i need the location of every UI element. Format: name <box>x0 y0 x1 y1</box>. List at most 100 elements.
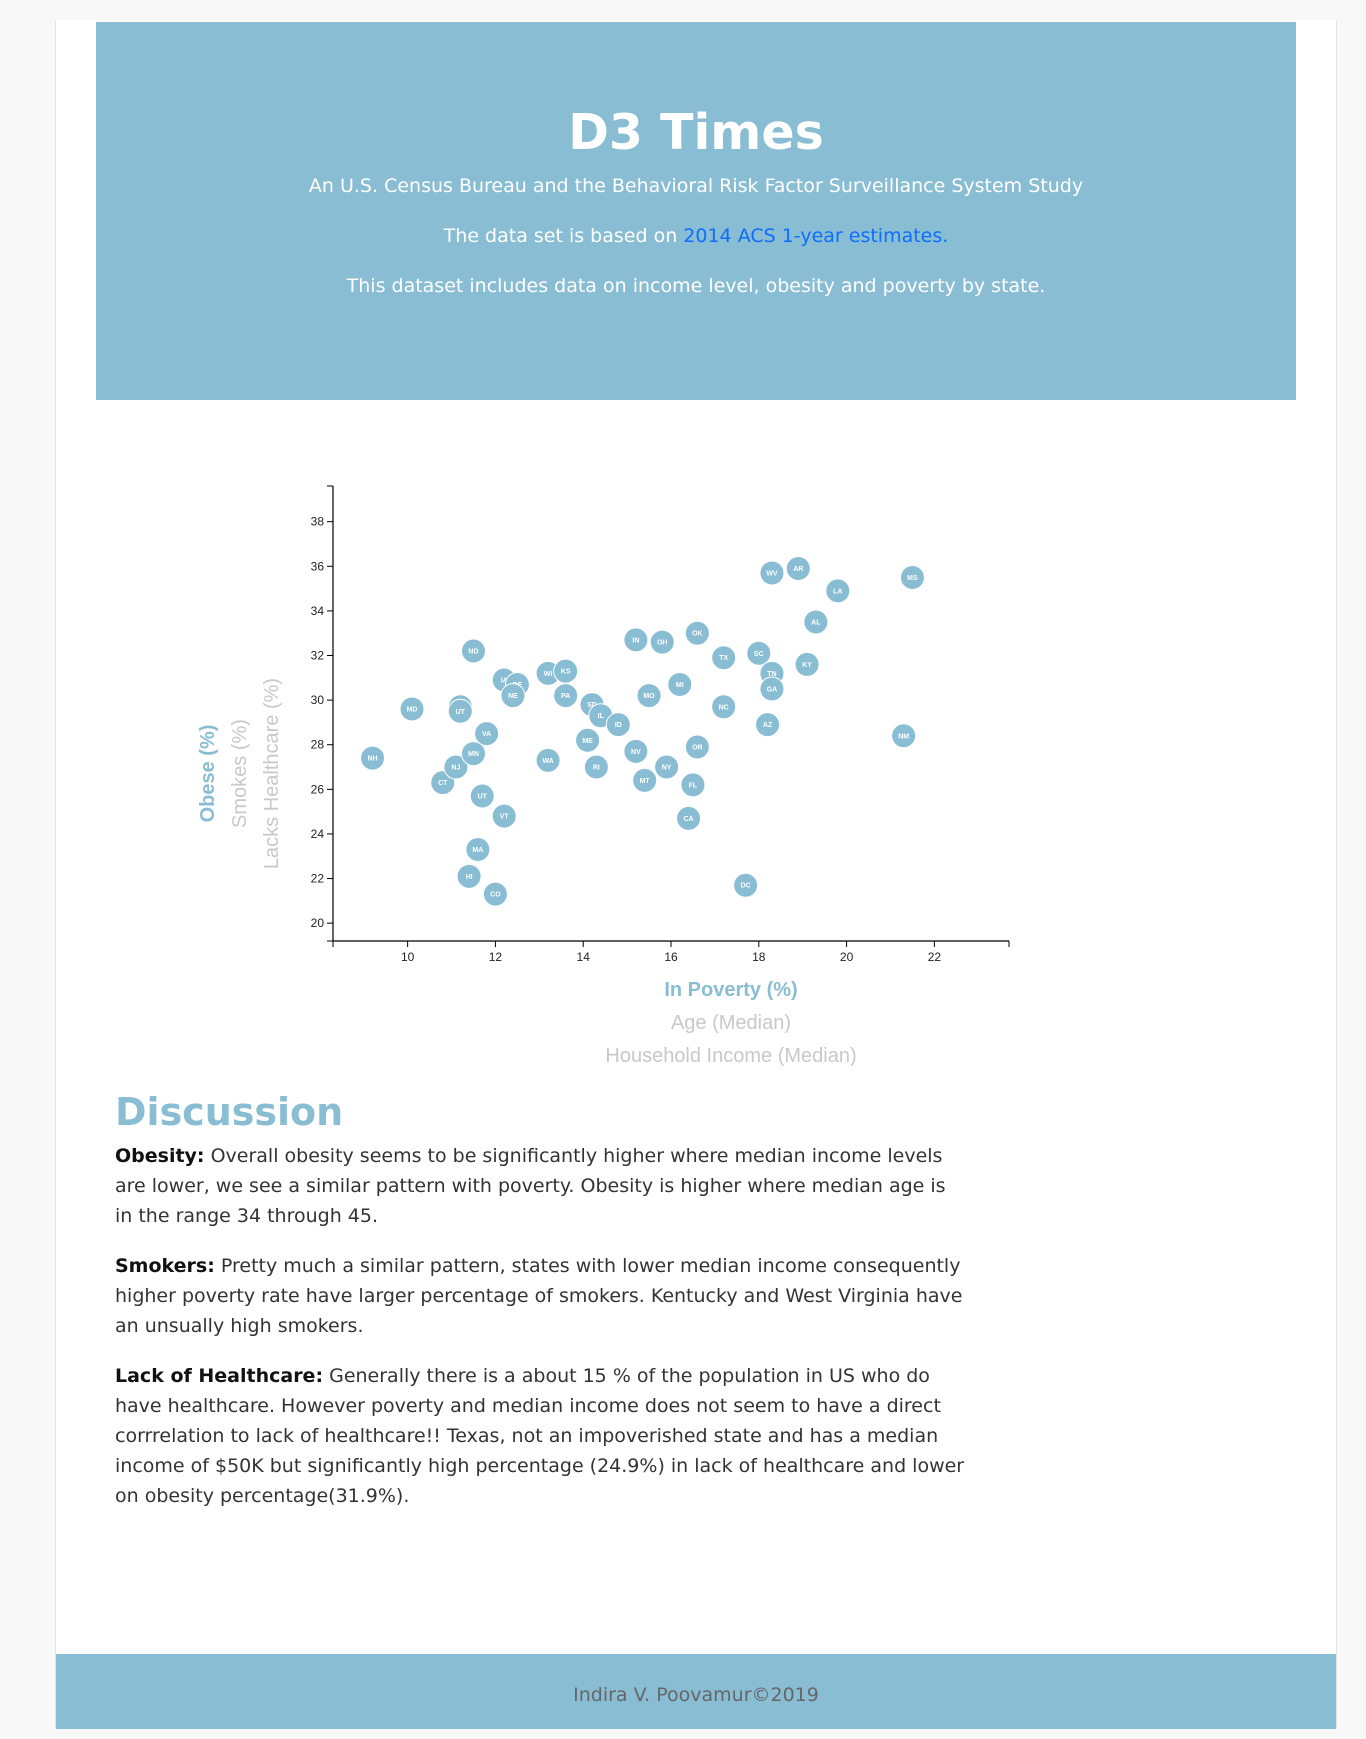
state-label: MO <box>643 693 655 700</box>
state-point <box>623 627 649 653</box>
x-tick-label: 20 <box>840 950 854 964</box>
y-axis-option[interactable]: Obese (%) <box>197 725 219 823</box>
state-point <box>491 803 517 829</box>
state-point <box>474 721 500 747</box>
y-tick-label: 22 <box>311 872 325 886</box>
state-label: IA <box>501 678 508 685</box>
discussion-healthcare: Lack of Healthcare: Generally there is a… <box>115 1361 965 1511</box>
state-point <box>899 564 925 590</box>
state-label: GA <box>767 686 778 693</box>
state-point <box>825 578 851 604</box>
y-axis-option[interactable]: Lacks Healthcare (%) <box>261 678 283 869</box>
y-tick-label: 32 <box>311 649 325 663</box>
state-point <box>711 645 737 671</box>
x-tick-label: 18 <box>752 950 766 964</box>
state-label: NE <box>508 693 518 700</box>
state-point <box>746 640 772 666</box>
state-point <box>553 658 579 684</box>
state-point <box>469 783 495 809</box>
state-label: SD <box>587 702 597 709</box>
state-label: ME <box>582 738 593 745</box>
y-tick-label: 26 <box>311 782 325 796</box>
page-subtitle: An U.S. Census Bureau and the Behavioral… <box>308 175 1084 197</box>
state-label: ND <box>468 649 478 656</box>
state-label: TX <box>719 655 728 662</box>
discussion-smokers-text: Pretty much a similar pattern, states wi… <box>115 1255 963 1338</box>
state-point <box>460 741 486 767</box>
y-tick-label: 38 <box>311 515 325 529</box>
dataset-prefix: The data set is based on <box>443 225 678 247</box>
state-label: SC <box>754 651 764 658</box>
state-point <box>667 672 693 698</box>
state-point <box>733 872 759 898</box>
state-point <box>794 651 820 677</box>
state-point <box>636 683 662 709</box>
y-tick-label: 34 <box>311 604 325 618</box>
x-axis-option[interactable]: In Poverty (%) <box>664 979 797 1001</box>
y-tick-label: 36 <box>311 559 325 573</box>
y-tick-label: 20 <box>311 916 325 930</box>
state-label: MN <box>468 751 479 758</box>
state-point <box>553 683 579 709</box>
state-point <box>360 745 386 771</box>
state-label: HI <box>466 874 473 881</box>
state-point <box>759 560 785 586</box>
dataset-source: The data set is based on 2014 ACS 1-year… <box>96 225 1296 247</box>
state-label: CO <box>490 892 501 899</box>
state-label: NH <box>367 756 377 763</box>
state-point <box>711 694 737 720</box>
discussion-obesity: Obesity: Overall obesity seems to be sig… <box>115 1141 965 1231</box>
x-tick-label: 14 <box>577 950 591 964</box>
state-label: MT <box>640 778 651 785</box>
state-label: FL <box>689 782 698 789</box>
discussion-smokers-label: Smokers: <box>115 1255 215 1278</box>
page-title: D3 Times <box>568 104 824 161</box>
state-label: WV <box>766 570 778 577</box>
state-label: OH <box>657 640 668 647</box>
discussion-healthcare-text: Generally there is a about 15 % of the p… <box>115 1365 965 1508</box>
x-tick-label: 10 <box>401 950 415 964</box>
state-point <box>649 629 675 655</box>
state-point <box>399 696 425 722</box>
state-point <box>583 754 609 780</box>
state-point <box>465 837 491 863</box>
state-point <box>447 698 473 724</box>
state-label: MI <box>676 682 684 689</box>
state-point <box>755 712 781 738</box>
state-point <box>785 556 811 582</box>
state-label: ID <box>615 722 622 729</box>
state-point <box>443 754 469 780</box>
state-point <box>575 727 601 753</box>
discussion-section: Discussion Obesity: Overall obesity seem… <box>115 1088 965 1531</box>
state-point <box>684 620 710 646</box>
state-label: LA <box>833 588 842 595</box>
y-axis-option[interactable]: Smokes (%) <box>229 719 251 828</box>
x-tick-label: 16 <box>664 950 678 964</box>
state-label: OK <box>692 631 703 638</box>
state-point <box>456 863 482 889</box>
x-axis-option[interactable]: Age (Median) <box>671 1012 791 1034</box>
state-label: OR <box>692 744 703 751</box>
y-tick-label: 24 <box>311 827 325 841</box>
state-label: CA <box>683 816 693 823</box>
state-point <box>482 881 508 907</box>
state-label: PA <box>561 693 570 700</box>
dataset-link[interactable]: 2014 ACS 1-year estimates. <box>683 225 949 247</box>
x-axis-option[interactable]: Household Income (Median) <box>605 1045 856 1067</box>
state-point <box>684 734 710 760</box>
header-banner: D3 Times An U.S. Census Bureau and the B… <box>96 22 1296 400</box>
state-point <box>605 712 631 738</box>
discussion-obesity-label: Obesity: <box>115 1145 205 1168</box>
state-point <box>680 772 706 798</box>
state-label: RI <box>593 765 600 772</box>
state-point <box>803 609 829 635</box>
state-label: UT <box>456 709 466 716</box>
state-point <box>759 676 785 702</box>
state-point <box>623 738 649 764</box>
state-point <box>891 723 917 749</box>
state-label: KY <box>802 662 812 669</box>
discussion-obesity-text: Overall obesity seems to be significantl… <box>115 1145 946 1228</box>
state-label: TN <box>767 671 776 678</box>
state-label: UT <box>478 794 488 801</box>
discussion-title: Discussion <box>115 1090 344 1134</box>
